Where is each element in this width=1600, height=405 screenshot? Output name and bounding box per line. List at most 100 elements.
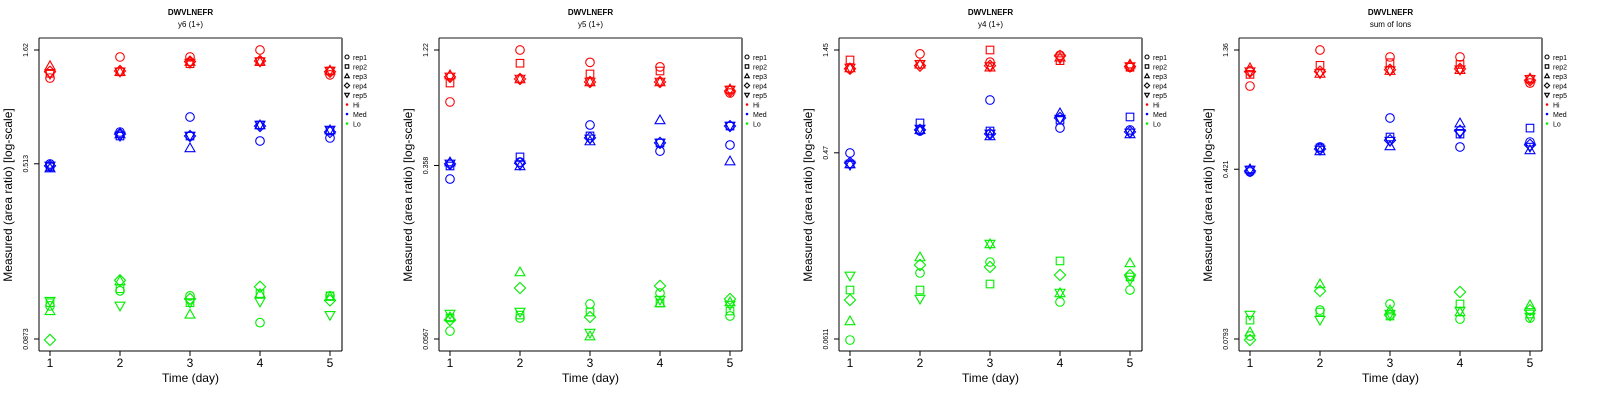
point-med-rep3 [724, 155, 736, 166]
point-lo-rep4 [43, 333, 57, 347]
point-lo-rep3 [584, 330, 596, 341]
point-hi-rep3 [114, 65, 126, 77]
point-hi-rep5 [1314, 69, 1326, 80]
point-lo-rep5 [1054, 288, 1066, 300]
y-tick-label: 0.513 [23, 155, 30, 173]
x-tick-label: 2 [1317, 356, 1324, 370]
point-med-rep5 [984, 129, 996, 140]
point-med-rep5 [584, 134, 596, 145]
x-tick-label: 2 [517, 356, 524, 370]
legend-label: Lo [1153, 122, 1161, 129]
x-tick-label: 2 [117, 356, 124, 370]
point-hi-rep5 [444, 72, 456, 83]
point-lo-rep5 [984, 239, 996, 251]
legend-dot-hi [1545, 103, 1549, 106]
chart-title: DWVLNEFR [1368, 8, 1414, 17]
legend-symbol-triangle-up [1543, 72, 1551, 79]
legend-symbol-triangle-up [1143, 72, 1151, 79]
point-med-rep3 [254, 118, 266, 130]
point-med-rep3 [654, 113, 666, 125]
point-med-rep3 [184, 141, 196, 153]
point-lo-rep4 [253, 280, 267, 294]
legend-symbol-diamond [743, 82, 751, 89]
point-lo-rep5 [1124, 275, 1136, 287]
point-lo-rep5 [584, 328, 596, 340]
point-lo-rep3 [1054, 286, 1066, 298]
point-med-rep5 [44, 161, 56, 172]
point-hi-rep1 [985, 57, 995, 67]
legend-dot-hi [1145, 103, 1149, 106]
x-tick-label: 4 [1457, 356, 1464, 370]
legend: rep1 rep2 rep3 rep4 rep5 Hi Med Lo [1143, 54, 1167, 129]
point-med-rep5 [1124, 128, 1136, 139]
legend-dot-lo [1545, 122, 1549, 125]
point-hi-rep1 [1245, 81, 1255, 91]
point-med-rep5 [654, 138, 666, 149]
x-tick-label: 3 [987, 356, 994, 370]
point-lo-rep5 [444, 309, 456, 321]
y-tick-label: 1.62 [23, 43, 30, 57]
x-axis-label: Time (day) [1362, 371, 1419, 385]
legend-label: rep1 [353, 55, 367, 62]
point-lo-rep4 [1123, 268, 1137, 282]
chart-title: DWVLNEFR [168, 8, 214, 17]
point-lo-rep5 [724, 300, 736, 312]
point-lo-rep5 [914, 294, 926, 306]
point-med-rep1 [185, 112, 195, 122]
point-hi-rep1 [185, 52, 195, 62]
legend-label: rep5 [1153, 93, 1167, 100]
point-hi-rep5 [254, 57, 266, 68]
y-tick-label: 1.36 [1223, 43, 1230, 57]
legend-label: Lo [353, 122, 361, 129]
x-tick-label: 3 [187, 356, 194, 370]
legend-dot-med [745, 112, 749, 116]
point-med-rep1 [1525, 137, 1535, 147]
point-hi-rep5 [584, 77, 596, 89]
point-med-rep1 [1455, 142, 1465, 152]
point-hi-rep5 [1524, 74, 1536, 86]
point-hi-rep5 [1124, 62, 1136, 73]
x-tick-label: 3 [1387, 356, 1394, 370]
legend-label: rep5 [353, 93, 367, 100]
point-lo-rep2 [1525, 309, 1535, 319]
point-lo-rep2 [915, 285, 925, 295]
point-med-rep5 [444, 159, 456, 170]
point-hi-rep4 [1053, 49, 1067, 63]
legend-label: rep2 [1153, 65, 1167, 72]
legend-label: rep1 [1553, 55, 1567, 62]
point-lo-rep3 [514, 265, 526, 277]
point-lo-rep4 [1243, 333, 1257, 347]
point-hi-rep3 [254, 55, 266, 66]
point-med-rep2 [1125, 112, 1135, 122]
point-med-rep3 [114, 127, 126, 139]
y-tick-label: 1.22 [423, 43, 430, 57]
legend-symbol-circle [1544, 54, 1550, 60]
legend-label: rep3 [1553, 74, 1567, 81]
point-hi-rep5 [44, 69, 56, 81]
point-med-rep5 [914, 124, 926, 136]
x-tick-label: 5 [727, 356, 734, 370]
point-lo-rep1 [915, 268, 925, 278]
y-tick-label: 0.0567 [423, 328, 430, 350]
legend-label: Hi [1553, 103, 1560, 110]
x-tick-label: 2 [917, 356, 924, 370]
point-lo-rep1 [1385, 299, 1395, 309]
point-hi-rep5 [324, 66, 336, 78]
x-tick-label: 4 [257, 356, 264, 370]
point-med-rep1 [1385, 113, 1395, 123]
point-lo-rep1 [115, 286, 125, 296]
legend-dot-med [1145, 112, 1149, 116]
chart-subtitle: y5 (1+) [578, 20, 603, 29]
point-lo-rep1 [1455, 314, 1465, 324]
y-tick-label: 0.421 [1223, 160, 1230, 178]
legend-symbol-square [1544, 64, 1550, 69]
point-lo-rep4 [443, 313, 457, 327]
point-med-rep5 [114, 131, 126, 143]
legend-symbol-triangle-down [1543, 92, 1551, 99]
point-hi-rep5 [844, 63, 856, 75]
legend-dot-lo [1145, 122, 1149, 125]
point-lo-rep5 [654, 295, 666, 307]
point-hi-rep1 [1385, 52, 1395, 62]
point-lo-rep3 [1244, 326, 1256, 337]
legend-label: rep5 [1553, 93, 1567, 100]
